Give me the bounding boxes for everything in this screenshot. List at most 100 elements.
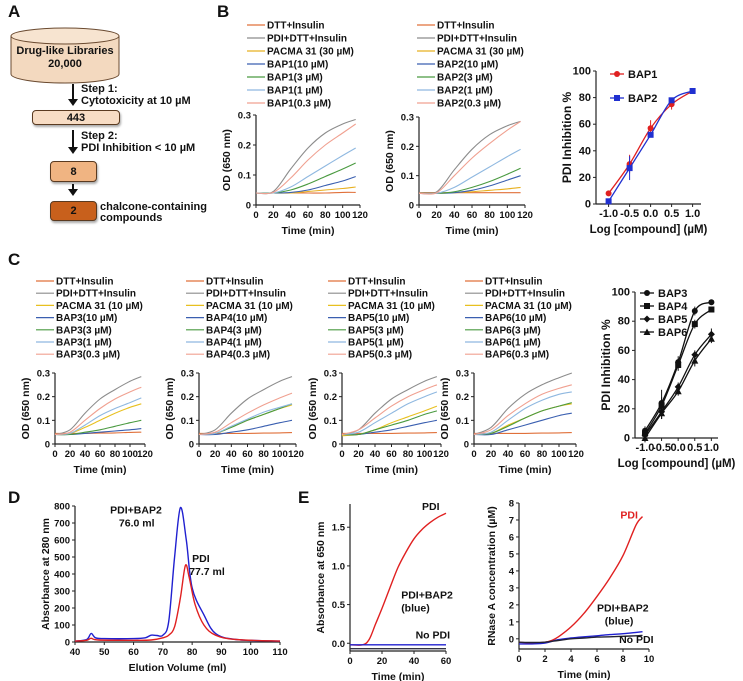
x-tick-label: 100 <box>335 210 351 221</box>
series-line <box>198 392 293 436</box>
x-tick-label: 0 <box>52 449 57 460</box>
y-tick-label: 0.1 <box>324 416 338 427</box>
series-line <box>473 412 572 436</box>
x-tick-label: 60 <box>95 449 106 460</box>
annotation: 77.7 ml <box>189 566 225 578</box>
series-line <box>418 120 521 195</box>
legend-item <box>640 328 654 335</box>
data-point <box>707 330 715 338</box>
x-tick-label: 120 <box>137 449 153 460</box>
x-tick-label: -1.0 <box>635 442 654 454</box>
chart-c5 <box>632 290 718 443</box>
legend-label: BAP6(10 µM) <box>485 313 546 324</box>
x-tick-label: 80 <box>320 210 331 221</box>
y-axis-label: Absorbance at 280 nm <box>40 518 52 630</box>
x-tick-label: 80 <box>537 449 548 460</box>
data-point <box>674 387 682 395</box>
y-tick-label: 0 <box>509 634 514 645</box>
step2-desc: PDI Inhibition < 10 µM <box>81 142 196 154</box>
y-tick-label: 60 <box>618 345 630 357</box>
series-line <box>74 564 281 642</box>
y-tick-label: 100 <box>612 287 630 299</box>
arrow-down-icon <box>69 84 77 106</box>
x-tick-label: 2 <box>542 654 547 665</box>
x-tick-label: 0 <box>339 449 344 460</box>
y-tick-label: 80 <box>579 92 591 104</box>
series-line <box>255 147 356 194</box>
panel-label-b: B <box>217 2 230 21</box>
legend-label: PACMA 31 (30 µM) <box>437 47 524 58</box>
series-line <box>473 384 572 436</box>
series-line <box>54 376 142 436</box>
x-tick-label: 60 <box>128 647 139 658</box>
x-axis-label: Time (min) <box>499 464 552 476</box>
legend-label: BAP3(0.3 µM) <box>56 350 120 361</box>
y-axis-label: OD (650 nm) <box>384 130 396 192</box>
y-axis-label: Absorbance at 650 nm <box>315 521 327 633</box>
x-tick-label: 6 <box>594 654 599 665</box>
data-point <box>708 299 715 306</box>
data-point <box>707 335 715 342</box>
y-tick-label: 2 <box>509 600 514 611</box>
chart-d <box>72 505 281 645</box>
x-axis-label: Log [compound] (µM) <box>618 458 736 470</box>
y-tick-label: 0.3 <box>238 111 251 122</box>
x-tick-label: 60 <box>467 210 478 221</box>
x-tick-label: 60 <box>520 449 531 460</box>
data-point <box>668 97 675 104</box>
data-point <box>605 198 612 205</box>
y-tick-label: 600 <box>54 536 70 547</box>
x-tick-label: 40 <box>285 210 296 221</box>
chart-c3 <box>328 280 442 447</box>
panel-label-d: D <box>8 488 21 507</box>
series-line <box>341 384 438 436</box>
stage1-box: 443 <box>32 110 120 125</box>
data-point <box>658 409 666 417</box>
y-tick-label: 0.1 <box>401 171 415 182</box>
legend-label: BAP4(0.3 µM) <box>206 350 270 361</box>
y-tick-label: 60 <box>579 119 591 131</box>
step1-desc: Cytotoxicity at 10 µM <box>81 95 191 107</box>
arrow-down-icon <box>69 184 77 196</box>
series-line <box>74 506 281 642</box>
x-tick-label: 40 <box>80 449 91 460</box>
y-tick-label: 0 <box>45 440 50 451</box>
y-tick-label: 0.2 <box>238 141 251 152</box>
y-tick-label: 500 <box>54 553 70 564</box>
legend-label: PACMA 31 (30 µM) <box>267 47 354 58</box>
x-tick-label: 40 <box>370 449 381 460</box>
y-tick-label: 3 <box>509 583 514 594</box>
x-tick-label: 80 <box>258 449 269 460</box>
legend-label: BAP2(1 µM) <box>437 86 493 97</box>
x-tick-label: 80 <box>187 647 198 658</box>
x-tick-label: 0 <box>196 449 201 460</box>
legend-label: BAP2(3 µM) <box>437 73 493 84</box>
x-tick-label: 8 <box>620 654 625 665</box>
y-tick-label: 300 <box>54 587 70 598</box>
chart-c1 <box>36 280 146 447</box>
series-line <box>54 386 142 436</box>
legend-label: BAP1(10 µM) <box>267 60 328 71</box>
x-tick-label: 70 <box>158 647 169 658</box>
y-tick-label: 0.3 <box>401 113 414 124</box>
legend-label: DTT+Insulin <box>485 277 543 288</box>
y-tick-label: 100 <box>573 66 591 78</box>
arrow-down-icon <box>69 130 77 154</box>
series-line <box>198 419 293 436</box>
legend-item <box>640 315 654 323</box>
series-line <box>608 90 693 194</box>
x-tick-label: 60 <box>386 449 397 460</box>
legend-item <box>640 303 654 309</box>
y-axis-label: PDI Inhibition % <box>560 92 574 184</box>
y-tick-label: 0 <box>332 440 337 451</box>
y-tick-label: 8 <box>509 499 514 510</box>
series-line <box>342 432 437 434</box>
series-line <box>341 391 438 436</box>
legend-label: BAP5(3 µM) <box>348 325 404 336</box>
y-tick-label: 1 <box>509 617 515 628</box>
y-tick-label: 40 <box>579 145 591 157</box>
legend-label: PACMA 31 (10 µM) <box>56 301 143 312</box>
x-tick-label: 0.5 <box>687 442 702 454</box>
library-title: Drug-like Libraries <box>16 45 114 57</box>
annotation: PDI <box>620 509 638 521</box>
